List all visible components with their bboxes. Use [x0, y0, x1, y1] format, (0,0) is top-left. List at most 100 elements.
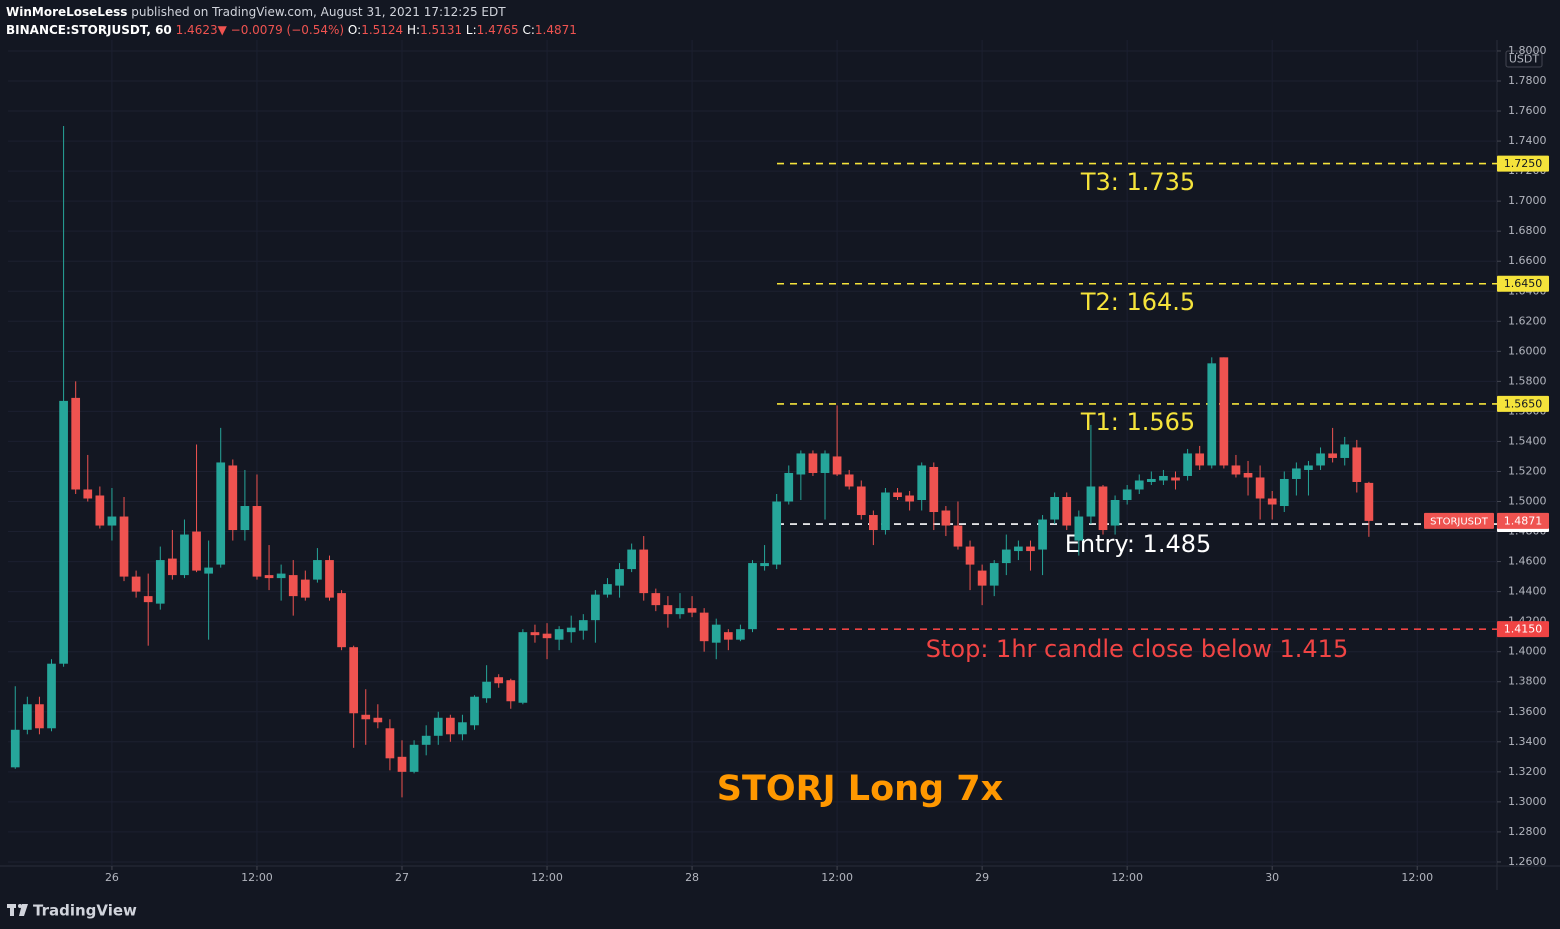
candle-body: [1134, 480, 1144, 490]
candle-body: [1255, 477, 1265, 499]
candle-body: [470, 696, 479, 726]
y-tick-label: 1.5200: [1508, 464, 1547, 477]
candle-body: [1171, 477, 1180, 481]
candle-body: [977, 570, 987, 586]
candle-body: [1352, 447, 1362, 482]
y-tick-label: 1.7000: [1508, 194, 1547, 207]
candle-body: [300, 579, 310, 598]
y-tick-label: 1.6800: [1508, 224, 1547, 237]
ohlc-label: O:: [348, 23, 361, 37]
candle-body: [917, 465, 927, 501]
candle-body: [397, 756, 407, 772]
logo-icon: [10, 904, 14, 916]
level-annotation: T2: 164.5: [1080, 288, 1195, 316]
candle-body: [675, 608, 685, 615]
candle-body: [554, 629, 564, 640]
candle-body: [844, 474, 854, 487]
candle-body: [832, 456, 842, 475]
level-price-box: [1497, 155, 1549, 172]
candle-body: [929, 466, 939, 513]
y-tick-label: 1.4000: [1508, 645, 1547, 658]
candle-body: [796, 453, 806, 475]
candle-body: [1146, 478, 1156, 482]
candle-body: [1195, 453, 1205, 466]
candle-body: [989, 563, 999, 586]
candle-body: [458, 722, 467, 735]
chart-title: STORJ Long 7x: [717, 769, 1004, 809]
y-tick-label: 1.7800: [1508, 74, 1547, 87]
ohlc-value: 1.4765: [477, 23, 519, 37]
y-tick-label: 1.7400: [1508, 134, 1547, 147]
y-tick-label: 1.3600: [1508, 705, 1547, 718]
candle-body: [856, 486, 866, 516]
y-tick-label: 1.7600: [1508, 104, 1547, 117]
level-annotation: T3: 1.735: [1080, 168, 1195, 196]
y-tick-label: 1.3800: [1508, 675, 1547, 688]
candle-body: [772, 501, 782, 565]
y-tick-label: 1.5400: [1508, 434, 1547, 447]
candle-body: [639, 549, 649, 594]
y-tick-label: 1.2600: [1508, 855, 1547, 868]
candle-body: [119, 516, 129, 577]
candle-body: [1122, 489, 1132, 501]
candle-body: [1074, 516, 1084, 541]
candle-body: [1183, 453, 1192, 476]
y-tick-label: 1.5800: [1508, 374, 1547, 387]
candle-body: [1026, 546, 1035, 552]
candle-body: [349, 647, 359, 714]
y-tick-label: 1.3400: [1508, 735, 1547, 748]
x-tick-label: 28: [685, 871, 699, 884]
level-price-label: 1.6450: [1504, 277, 1543, 290]
candle-body: [1316, 453, 1325, 466]
y-tick-label: 1.2800: [1508, 825, 1547, 838]
candle-body: [699, 612, 709, 642]
candle-body: [59, 400, 68, 664]
candle-body: [204, 567, 213, 574]
candle-body: [433, 717, 443, 736]
candle-body: [748, 563, 757, 630]
candle-body: [1292, 468, 1301, 479]
candle-body: [784, 472, 794, 502]
level-price-label: 1.7250: [1504, 157, 1543, 170]
candle-body: [1038, 519, 1047, 550]
ohlc-value: 1.5131: [420, 23, 462, 37]
candle-body: [869, 515, 878, 531]
candle-body: [566, 627, 576, 633]
candle-body: [893, 492, 902, 498]
level-annotation: T1: 1.565: [1080, 408, 1195, 436]
candle-body: [313, 560, 322, 580]
logo-icon: [18, 904, 22, 908]
candle-body: [276, 573, 286, 579]
ohlc-label: H:: [407, 23, 420, 37]
candle-body: [155, 560, 165, 604]
candle-body: [288, 575, 298, 597]
price: 1.4623: [176, 23, 218, 37]
candle-body: [1243, 472, 1253, 478]
last-name-box: [1424, 512, 1494, 529]
candle-body: [627, 549, 636, 570]
candle-body: [10, 729, 20, 768]
ohlc-value: 1.5124: [361, 23, 403, 37]
published: published on TradingView.com, August 31,…: [131, 5, 506, 19]
candle-body: [385, 728, 395, 759]
level-price-label: 1.5650: [1504, 397, 1543, 410]
candle-body: [663, 605, 673, 615]
last-price-box: [1497, 512, 1549, 529]
candle-body: [518, 632, 528, 703]
candle-body: [83, 489, 93, 499]
header-line: WinMoreLoseLess published on TradingView…: [6, 5, 506, 19]
candle-body: [1219, 357, 1229, 466]
logo: TradingView: [7, 902, 137, 920]
x-tick-label: 12:00: [241, 871, 273, 884]
currency: USDT: [1509, 53, 1540, 66]
logo-icon: [19, 904, 28, 916]
y-tick-label: 1.6000: [1508, 344, 1547, 357]
candle-body: [711, 624, 721, 643]
candle-body: [482, 681, 491, 699]
x-tick-label: 30: [1265, 871, 1279, 884]
symbol: BINANCE:STORJUSDT, 60: [6, 23, 172, 37]
candle-body: [337, 593, 346, 648]
last-price: 1.4871: [1504, 514, 1543, 527]
candle-body: [953, 525, 963, 547]
